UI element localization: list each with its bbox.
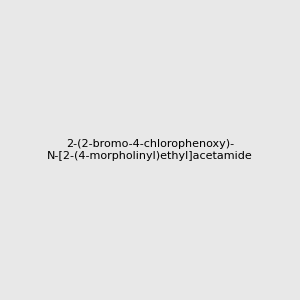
Text: 2-(2-bromo-4-chlorophenoxy)-
N-[2-(4-morpholinyl)ethyl]acetamide: 2-(2-bromo-4-chlorophenoxy)- N-[2-(4-mor… [47, 139, 253, 161]
